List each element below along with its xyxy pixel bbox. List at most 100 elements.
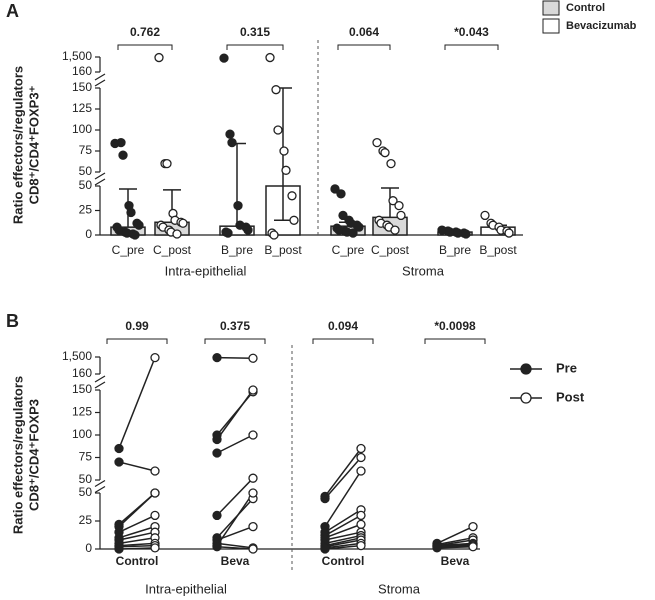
- data-point: [279, 146, 289, 156]
- pair-line: [324, 539, 362, 548]
- y-tick-label: 50: [79, 485, 93, 499]
- data-point: [271, 85, 281, 95]
- y-tick-label: 160: [72, 64, 92, 78]
- pair-line: [216, 389, 254, 440]
- data-point: [178, 218, 188, 228]
- y-tick-label: 25: [79, 203, 93, 217]
- p-value: 0.064: [349, 25, 379, 39]
- x-tick-label: C_post: [371, 243, 410, 257]
- data-point: [150, 466, 160, 476]
- pair-line: [118, 531, 156, 541]
- y-axis-title: CD8⁺/CD4⁺FOXP3: [26, 399, 41, 511]
- bracket: [312, 338, 374, 344]
- y-tick-label: 125: [72, 101, 92, 115]
- legend-swatch: [542, 18, 560, 34]
- data-point: [354, 222, 364, 232]
- legend-marker: [520, 363, 532, 375]
- data-point: [130, 230, 140, 240]
- pair-line: [324, 514, 362, 537]
- axis-break: [94, 172, 106, 180]
- data-point: [461, 229, 471, 239]
- x-tick-label: C_post: [153, 243, 192, 257]
- data-point: [356, 452, 366, 463]
- data-point: [504, 228, 514, 238]
- data-point: [336, 189, 346, 199]
- data-point: [243, 225, 253, 235]
- bracket: [424, 338, 486, 344]
- data-point: [248, 353, 258, 363]
- y-tick-label: 100: [72, 122, 92, 136]
- pair-line: [216, 434, 254, 454]
- pair-line: [436, 546, 474, 549]
- x-tick-label: C_pre: [112, 243, 145, 257]
- data-point: [388, 196, 398, 206]
- pair-line: [118, 514, 156, 533]
- data-point: [223, 228, 233, 238]
- y-tick-label: 75: [79, 450, 93, 464]
- pair-line: [118, 461, 156, 472]
- bracket: [337, 44, 391, 50]
- axis-break: [94, 485, 106, 494]
- panel-label: B: [6, 311, 19, 331]
- group-label: Stroma: [402, 263, 445, 278]
- data-point: [212, 510, 222, 521]
- y-tick-label: 125: [72, 405, 92, 419]
- data-point: [390, 225, 400, 235]
- pair-line: [436, 537, 474, 546]
- pair-line: [436, 525, 474, 545]
- axis-break: [94, 73, 106, 81]
- group-label: Stroma: [378, 581, 421, 596]
- data-point: [154, 52, 164, 63]
- data-point: [394, 200, 404, 211]
- y-tick-label: 160: [72, 366, 92, 380]
- bracket: [226, 44, 284, 50]
- axis-break: [94, 375, 106, 383]
- axis-break: [94, 79, 106, 87]
- pair-line: [324, 531, 362, 541]
- legend-label: Control: [566, 2, 605, 14]
- data-point: [126, 207, 136, 218]
- data-point: [150, 543, 160, 553]
- data-point: [134, 220, 144, 230]
- data-point: [356, 540, 366, 551]
- data-point: [212, 352, 222, 363]
- data-point: [212, 542, 222, 552]
- data-point: [380, 148, 390, 158]
- pair-line: [118, 544, 156, 548]
- data-point: [225, 129, 235, 139]
- bracket: [204, 338, 266, 344]
- y-tick-label: 50: [79, 472, 93, 486]
- x-tick-label: B_post: [264, 243, 302, 257]
- p-value: *0.043: [454, 25, 489, 39]
- data-point: [265, 52, 275, 63]
- pair-line: [324, 534, 362, 545]
- data-point: [219, 53, 229, 63]
- data-point: [150, 510, 160, 521]
- data-point: [480, 210, 490, 221]
- error-bar: [228, 142, 246, 227]
- data-point: [330, 184, 340, 194]
- pair-line: [324, 448, 362, 497]
- y-tick-label: 75: [79, 143, 93, 157]
- data-point: [248, 544, 258, 554]
- legend-marker: [520, 392, 532, 404]
- p-value: 0.375: [220, 319, 250, 333]
- y-tick-label: 100: [72, 427, 92, 441]
- data-point: [248, 385, 258, 395]
- data-point: [289, 215, 299, 225]
- x-tick-label: C_pre: [332, 243, 365, 257]
- x-tick-label: B_post: [479, 243, 517, 257]
- y-tick-label: 150: [72, 382, 92, 396]
- p-value: 0.762: [130, 25, 160, 39]
- data-point: [248, 473, 258, 483]
- legend-swatch: [542, 0, 560, 16]
- y-tick-label: 1,500: [62, 49, 92, 63]
- group-label: Intra-epithelial: [145, 581, 227, 596]
- bracket: [117, 44, 173, 50]
- data-point: [468, 521, 478, 532]
- data-point: [356, 466, 366, 476]
- y-tick-label: 0: [85, 541, 92, 555]
- y-tick-label: 0: [85, 227, 92, 241]
- data-point: [338, 210, 348, 221]
